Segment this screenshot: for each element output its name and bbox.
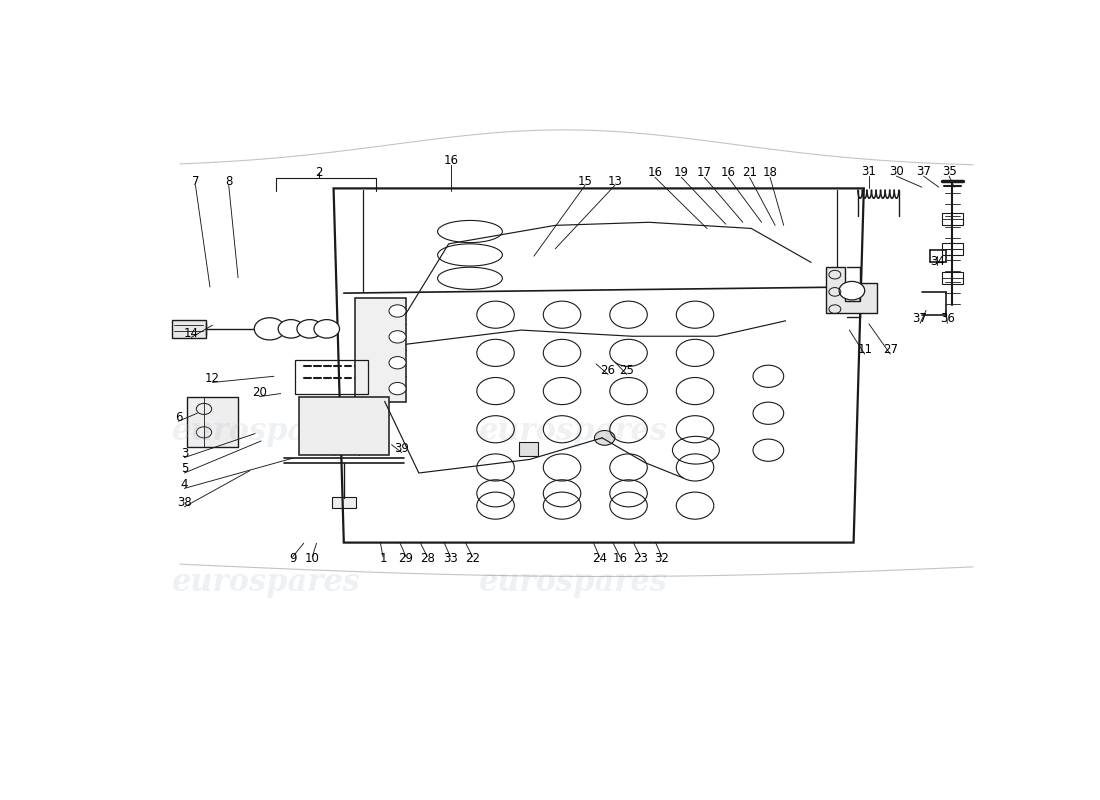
Polygon shape [172,320,206,338]
Text: 22: 22 [465,551,480,565]
Text: 18: 18 [762,166,778,179]
Text: 7: 7 [191,174,199,187]
Text: 19: 19 [674,166,689,179]
Text: 29: 29 [398,551,414,565]
Circle shape [297,320,322,338]
Text: 28: 28 [420,551,434,565]
Text: 32: 32 [654,551,669,565]
Text: eurospares: eurospares [172,567,361,598]
Text: 2: 2 [316,166,322,179]
Text: eurospares: eurospares [478,567,668,598]
Polygon shape [187,397,238,447]
Polygon shape [355,298,406,402]
Text: 37: 37 [916,165,931,178]
Text: 26: 26 [601,364,616,377]
Circle shape [389,357,406,369]
Bar [332,497,355,508]
Text: 12: 12 [205,372,220,385]
Text: 9: 9 [289,551,296,565]
Bar [943,242,962,255]
Text: 23: 23 [632,551,648,565]
Text: 13: 13 [607,174,623,187]
Bar [943,213,962,226]
Text: 14: 14 [184,326,199,340]
Text: 16: 16 [720,166,736,179]
Text: 35: 35 [942,165,957,178]
Text: 3: 3 [180,446,188,460]
Text: 8: 8 [226,174,232,187]
Text: 4: 4 [180,478,188,490]
Circle shape [389,305,406,317]
Text: 24: 24 [592,551,607,565]
Text: 15: 15 [578,174,593,187]
Text: 38: 38 [177,496,191,509]
Text: 1: 1 [379,551,387,565]
Text: 34: 34 [930,254,945,267]
Circle shape [594,430,615,446]
Text: 39: 39 [394,442,409,455]
Text: 11: 11 [857,343,872,356]
Text: 17: 17 [697,166,712,179]
Text: 37: 37 [913,313,927,326]
Text: 6: 6 [175,411,183,424]
Circle shape [254,318,285,340]
Text: 10: 10 [305,551,320,565]
Circle shape [314,320,340,338]
Text: 21: 21 [742,166,757,179]
Text: 30: 30 [889,165,903,178]
Text: 36: 36 [939,313,955,326]
Text: 16: 16 [648,166,662,179]
Circle shape [389,330,406,343]
Text: 25: 25 [619,364,635,377]
Circle shape [278,320,304,338]
Bar [519,442,538,456]
Text: eurospares: eurospares [478,416,668,447]
Text: 16: 16 [443,154,459,167]
Text: eurospares: eurospares [172,416,361,447]
Text: 16: 16 [613,551,627,565]
Text: 33: 33 [443,551,458,565]
Polygon shape [299,397,389,455]
Text: 31: 31 [861,165,877,178]
Text: 5: 5 [180,462,188,475]
Text: 20: 20 [252,386,267,399]
Polygon shape [826,267,878,314]
Circle shape [839,282,865,300]
Bar [943,271,962,284]
Circle shape [389,382,406,394]
Text: 27: 27 [883,343,898,356]
